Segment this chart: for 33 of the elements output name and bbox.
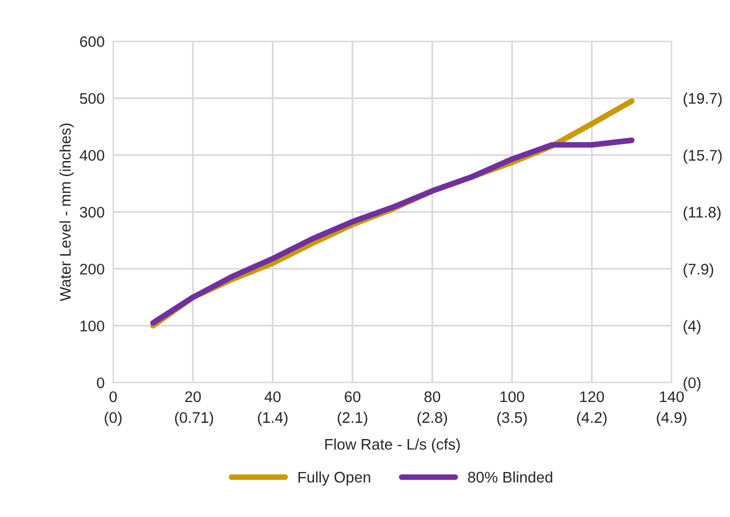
y-axis-title: Water Level - mm (inches): [60, 124, 74, 302]
x-axis-title: Flow Rate - L/s (cfs): [325, 438, 460, 453]
x-tick-label: 140: [660, 391, 684, 402]
y-tick-label: 200: [80, 264, 104, 275]
y2-tick-label: (7.9): [684, 263, 714, 278]
x2-tick-label: (4.2): [577, 412, 607, 426]
y-tick-label: 600: [80, 36, 104, 48]
x-tick-label: 60: [344, 391, 360, 402]
y-tick-label: 0: [96, 377, 104, 388]
x2-tick-label: (4.9): [656, 412, 686, 426]
x-tick-label: 20: [185, 391, 201, 402]
x-tick-label: 0: [110, 391, 117, 402]
y-tick-label: 100: [80, 320, 104, 332]
x2-tick-label: (0): [104, 412, 122, 426]
x2-tick-label: (1.4): [258, 412, 288, 426]
x2-tick-label: (0.71): [175, 412, 214, 426]
x-tick-label: 40: [264, 391, 281, 402]
x-tick-label: 120: [580, 391, 604, 402]
legend-label: Fully Open: [298, 471, 370, 486]
legend-label: 80% Blinded: [468, 471, 552, 483]
y-tick-label: 500: [80, 93, 104, 104]
y2-tick-label: (15.7): [684, 150, 722, 164]
x-tick-label: 100: [500, 391, 524, 402]
y2-tick-label: (4): [684, 320, 700, 334]
y2-tick-label: (19.7): [684, 92, 722, 107]
x-tick-label: 80: [424, 391, 440, 402]
y2-tick-label: (0): [684, 377, 700, 392]
x2-tick-label: (3.5): [497, 412, 527, 426]
y-tick-label: 300: [80, 206, 104, 218]
y2-tick-label: (11.8): [684, 206, 721, 221]
y-tick-label: 400: [80, 150, 104, 161]
x2-tick-label: (2.8): [418, 412, 448, 426]
x2-tick-label: (2.1): [338, 412, 368, 426]
